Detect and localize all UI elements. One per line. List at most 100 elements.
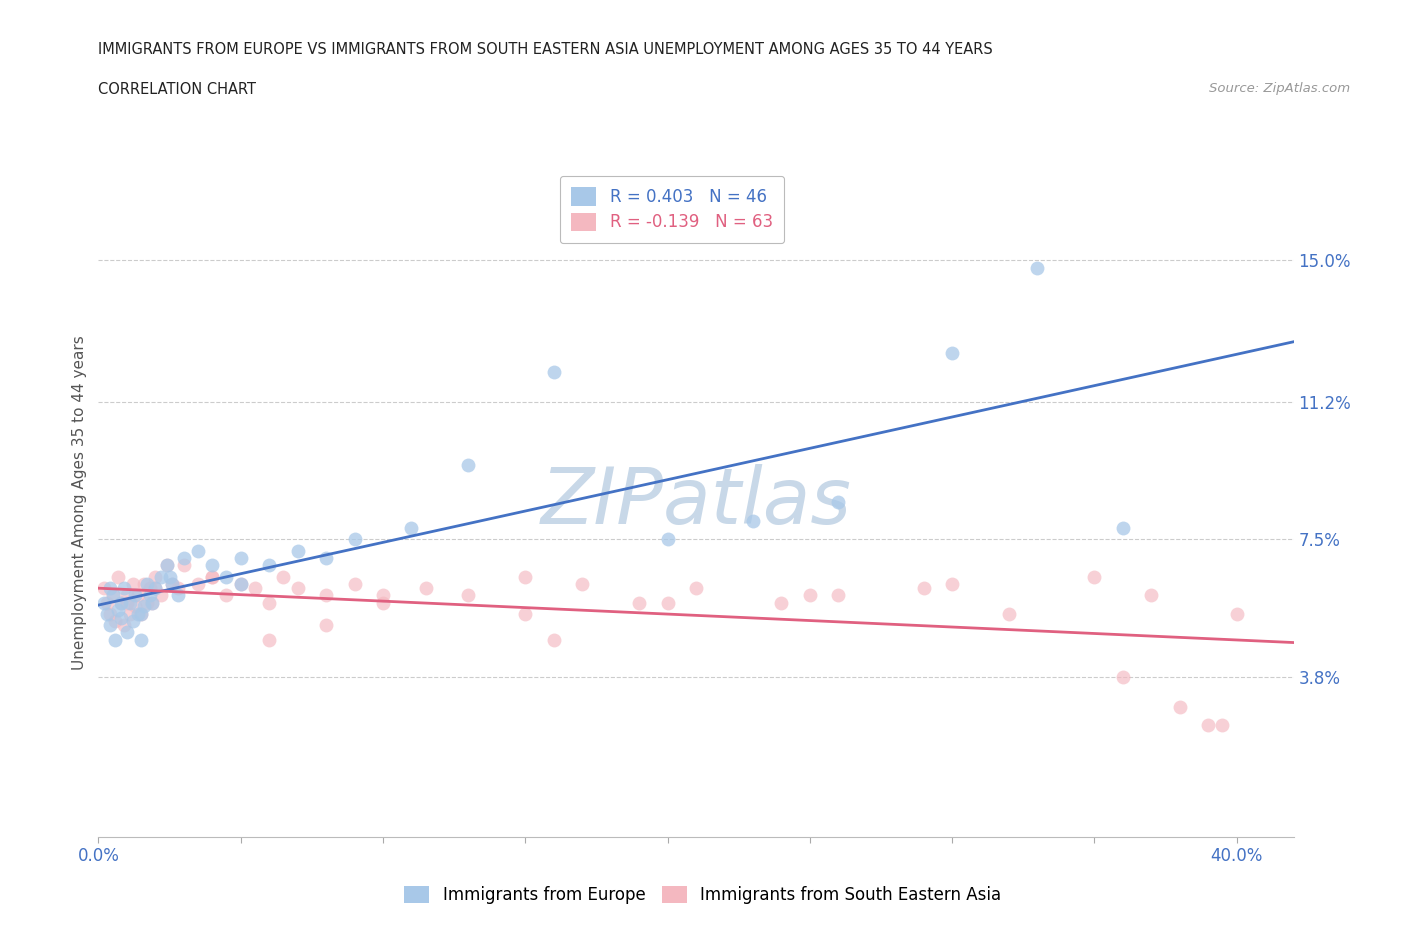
Point [998,606,1021,621]
Point [187,577,209,591]
Point [343,577,366,591]
Point [118,606,141,621]
Point [457,588,479,603]
Point [167,580,190,595]
Point [287,580,309,595]
Text: Source: ZipAtlas.com: Source: ZipAtlas.com [1209,82,1350,95]
Point [150,569,173,584]
Point [628,595,651,610]
Point [543,365,565,379]
Point [101,588,124,603]
Point [229,551,252,565]
Point [1112,670,1135,684]
Point [315,551,337,565]
Point [124,588,146,603]
Point [156,558,179,573]
Point [941,346,963,361]
Point [98,618,121,632]
Point [201,569,224,584]
Point [96,606,118,621]
Point [129,606,152,621]
Legend: R = 0.403   N = 46, R = -0.139   N = 63: R = 0.403 N = 46, R = -0.139 N = 63 [560,176,785,243]
Point [96,595,118,610]
Point [1140,588,1163,603]
Point [98,606,121,621]
Point [343,532,366,547]
Point [315,588,337,603]
Point [457,458,479,472]
Point [112,580,135,595]
Point [201,569,224,584]
Point [141,595,163,610]
Legend: Immigrants from Europe, Immigrants from South Eastern Asia: Immigrants from Europe, Immigrants from … [396,878,1010,912]
Point [912,580,935,595]
Point [93,595,115,610]
Point [657,532,679,547]
Point [138,588,160,603]
Point [215,588,238,603]
Point [93,580,115,595]
Point [101,588,124,603]
Point [150,588,173,603]
Point [107,603,129,618]
Text: CORRELATION CHART: CORRELATION CHART [98,82,256,97]
Point [143,569,166,584]
Point [162,577,184,591]
Point [159,569,181,584]
Point [162,577,184,591]
Point [415,580,437,595]
Point [371,595,394,610]
Point [257,558,280,573]
Point [187,543,209,558]
Point [121,614,143,629]
Point [657,595,679,610]
Point [543,632,565,647]
Point [1026,260,1049,275]
Point [110,595,132,610]
Point [741,513,763,528]
Point [132,577,155,591]
Point [110,595,132,610]
Point [243,580,266,595]
Point [257,595,280,610]
Point [115,625,138,640]
Point [115,595,138,610]
Point [107,569,129,584]
Point [515,569,537,584]
Point [1083,569,1105,584]
Point [273,569,295,584]
Point [110,610,132,625]
Point [685,580,707,595]
Point [98,580,121,595]
Point [1168,699,1191,714]
Point [135,577,157,591]
Point [770,595,793,610]
Point [799,588,821,603]
Point [132,599,155,614]
Point [941,577,963,591]
Point [827,495,849,510]
Point [104,632,127,647]
Point [127,588,149,603]
Point [129,606,152,621]
Point [143,580,166,595]
Point [827,588,849,603]
Point [371,588,394,603]
Point [257,632,280,647]
Text: ZIPatlas: ZIPatlas [540,464,852,540]
Point [401,521,423,536]
Point [121,577,143,591]
Point [201,558,224,573]
Point [1197,718,1219,733]
Point [229,577,252,591]
Point [315,618,337,632]
Point [112,618,135,632]
Point [571,577,593,591]
Point [215,569,238,584]
Point [115,588,138,603]
Point [156,558,179,573]
Point [138,580,160,595]
Point [167,588,190,603]
Point [173,551,195,565]
Point [229,577,252,591]
